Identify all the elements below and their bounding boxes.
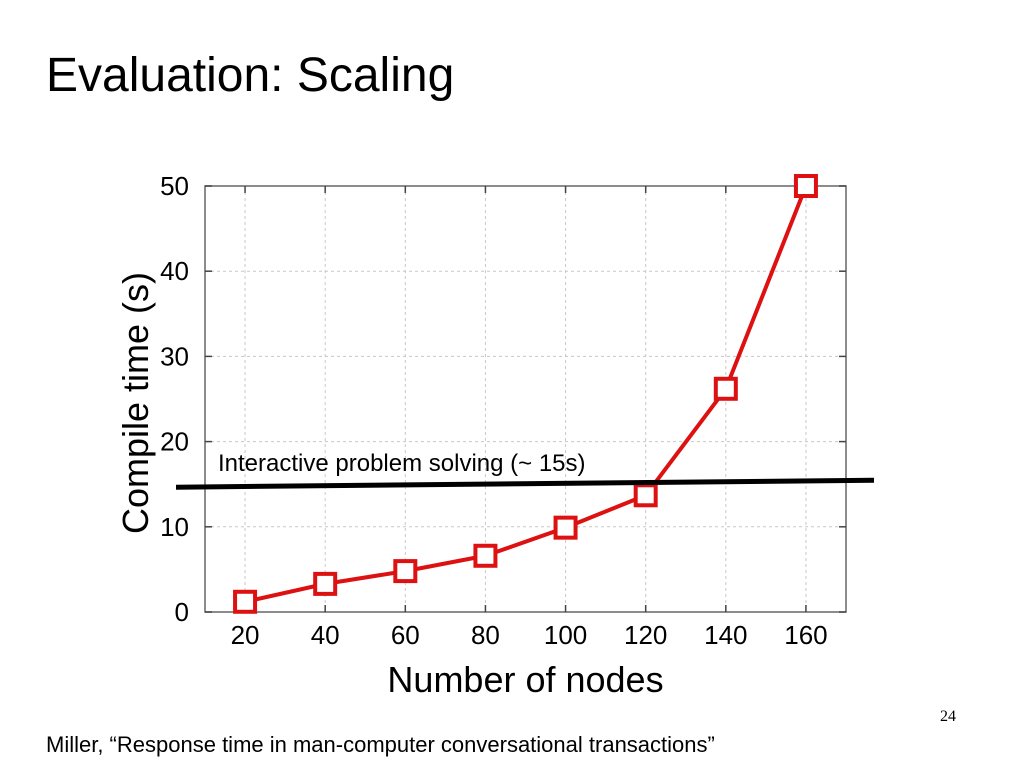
y-tick-label: 0 — [175, 597, 189, 627]
citation: Miller, “Response time in man-computer c… — [46, 732, 715, 757]
x-tick-label: 60 — [391, 620, 420, 650]
threshold-label: Interactive problem solving (~ 15s) — [218, 450, 586, 477]
series-compile-time — [233, 174, 818, 614]
axis-labels: Number of nodes Compile time (s) — [115, 272, 664, 700]
x-tick-label: 100 — [544, 620, 587, 650]
x-tick-label: 20 — [231, 620, 260, 650]
y-tick-label: 10 — [160, 512, 189, 542]
x-tick-label: 120 — [624, 620, 667, 650]
data-point — [393, 559, 418, 584]
y-tick-label: 30 — [160, 341, 189, 371]
data-point — [473, 543, 498, 568]
y-tick-label: 20 — [160, 427, 189, 457]
series-line — [244, 185, 808, 604]
axis-ticks: 20 40 60 80 100 120 140 160 0 10 20 30 40 50 — [160, 171, 846, 650]
x-tick-label: 140 — [704, 620, 747, 650]
y-tick-label: 50 — [160, 171, 189, 201]
page-number: 24 — [940, 708, 956, 725]
x-axis-title: Number of nodes — [387, 659, 663, 700]
grid-lines — [205, 186, 846, 612]
y-tick-label: 40 — [160, 256, 189, 286]
data-point — [633, 483, 658, 508]
slide-title: Evaluation: Scaling — [46, 49, 455, 102]
data-point — [313, 571, 338, 596]
x-tick-label: 80 — [471, 620, 500, 650]
x-tick-label: 40 — [311, 620, 340, 650]
y-axis-title: Compile time (s) — [115, 272, 156, 534]
data-point — [713, 376, 738, 401]
threshold-line — [175, 477, 875, 490]
plot-frame — [204, 185, 847, 613]
data-point — [553, 515, 578, 540]
data-point — [793, 174, 818, 198]
threshold-annotation: Interactive problem solving (~ 15s) — [175, 450, 875, 490]
data-point — [233, 589, 258, 614]
x-tick-label: 160 — [784, 620, 827, 650]
